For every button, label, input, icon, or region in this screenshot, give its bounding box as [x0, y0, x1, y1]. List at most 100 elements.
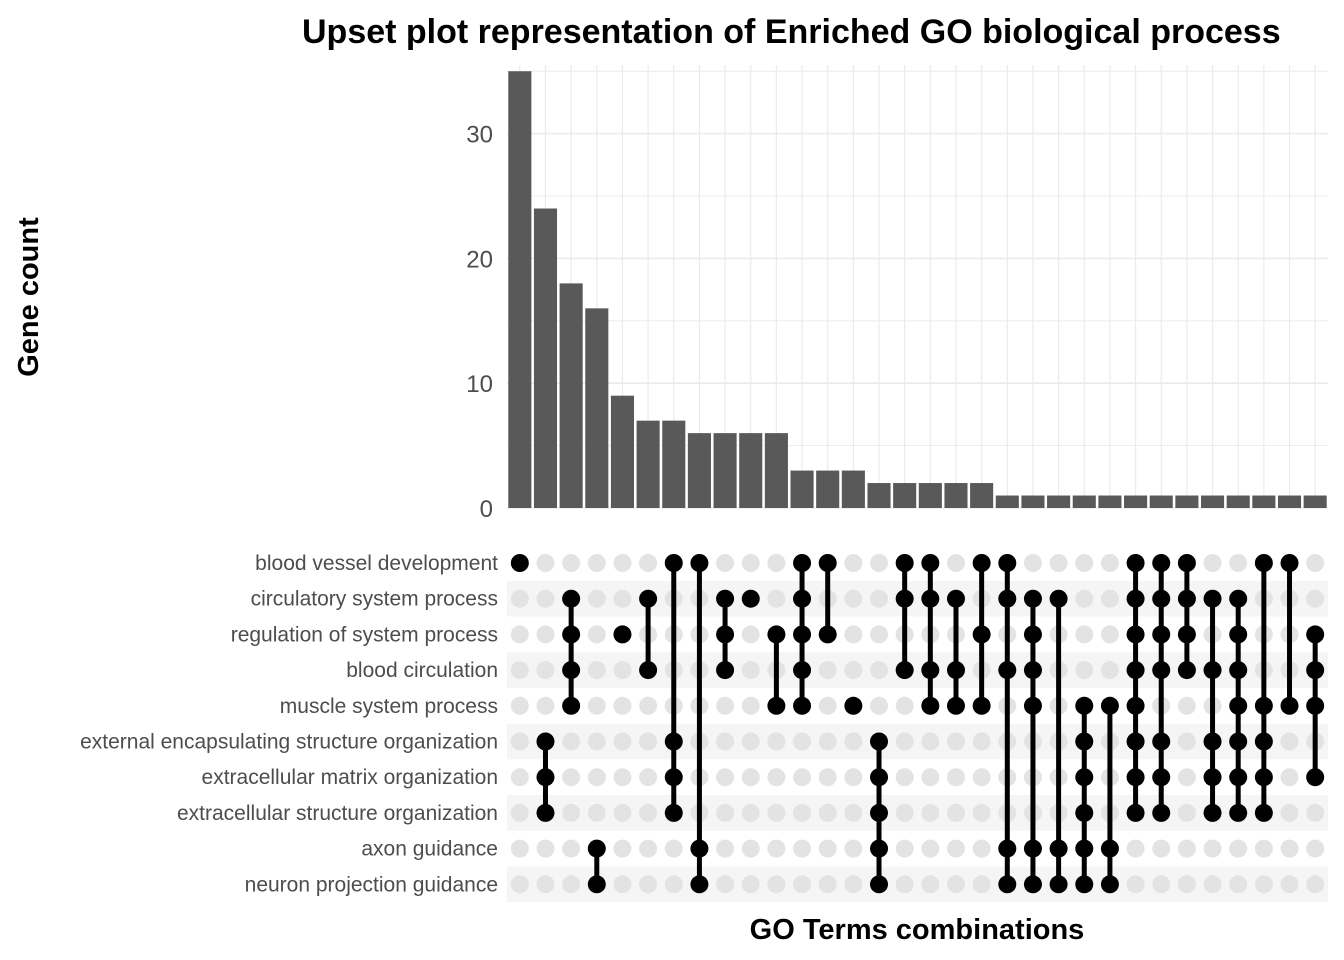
- matrix-dot-filled: [1306, 625, 1325, 644]
- matrix-dot-empty: [562, 803, 581, 822]
- matrix-dot-empty: [1177, 732, 1196, 751]
- matrix-dot-filled: [1126, 732, 1145, 751]
- matrix-dot-filled: [870, 839, 889, 858]
- matrix-dot-empty: [510, 839, 529, 858]
- matrix-dot-empty: [767, 875, 786, 894]
- set-label: muscle system process: [280, 695, 498, 718]
- matrix-dot-empty: [1306, 875, 1325, 894]
- matrix-dot-filled: [1023, 696, 1042, 715]
- matrix-dot-empty: [895, 768, 914, 787]
- matrix-dot-filled: [562, 696, 581, 715]
- matrix-dot-filled: [1023, 661, 1042, 680]
- matrix-dot-filled: [1023, 625, 1042, 644]
- matrix-dot-empty: [844, 875, 863, 894]
- set-label: extracellular matrix organization: [202, 766, 498, 789]
- matrix-dot-filled: [1049, 589, 1068, 608]
- matrix-dot-empty: [587, 732, 606, 751]
- matrix-dot-empty: [741, 803, 760, 822]
- matrix-dot-filled: [587, 839, 606, 858]
- combination-matrix: [510, 554, 1325, 894]
- matrix-dot-empty: [639, 803, 658, 822]
- matrix-dot-empty: [664, 839, 683, 858]
- bar: [1124, 495, 1148, 508]
- set-label: external encapsulating structure organiz…: [80, 731, 498, 754]
- matrix-dot-empty: [1306, 803, 1325, 822]
- matrix-dot-empty: [1306, 554, 1325, 572]
- bar: [970, 483, 994, 508]
- matrix-dot-empty: [818, 839, 837, 858]
- matrix-dot-filled: [1254, 732, 1273, 751]
- bar: [1252, 495, 1276, 508]
- matrix-dot-empty: [741, 625, 760, 644]
- matrix-dot-filled: [1203, 589, 1222, 608]
- matrix-dot-empty: [1126, 875, 1145, 894]
- matrix-dot-filled: [921, 589, 940, 608]
- bar: [841, 470, 865, 508]
- matrix-dot-empty: [895, 803, 914, 822]
- matrix-dot-empty: [1254, 839, 1273, 858]
- matrix-dot-filled: [562, 625, 581, 644]
- matrix-dot-filled: [793, 554, 812, 572]
- matrix-dot-empty: [793, 803, 812, 822]
- y-tick-label: 20: [466, 246, 493, 273]
- matrix-dot-filled: [664, 768, 683, 787]
- matrix-dot-filled: [921, 554, 940, 572]
- matrix-dot-empty: [895, 839, 914, 858]
- matrix-dot-empty: [972, 768, 991, 787]
- matrix-dot-filled: [972, 696, 991, 715]
- matrix-dot-filled: [664, 732, 683, 751]
- matrix-dot-empty: [1280, 803, 1299, 822]
- matrix-dot-empty: [767, 803, 786, 822]
- matrix-dot-filled: [1075, 875, 1094, 894]
- matrix-dot-filled: [690, 875, 709, 894]
- matrix-dot-filled: [1203, 661, 1222, 680]
- bar: [1226, 495, 1250, 508]
- matrix-dot-empty: [587, 554, 606, 572]
- bar: [585, 308, 609, 508]
- matrix-dot-empty: [1100, 625, 1119, 644]
- bar: [944, 483, 968, 508]
- matrix-dot-empty: [1075, 661, 1094, 680]
- matrix-dot-filled: [1152, 554, 1171, 572]
- matrix-dot-filled: [1229, 732, 1248, 751]
- matrix-dot-filled: [1023, 875, 1042, 894]
- matrix-dot-empty: [510, 696, 529, 715]
- matrix-dot-filled: [1049, 839, 1068, 858]
- matrix-dot-empty: [844, 803, 863, 822]
- matrix-dot-empty: [562, 875, 581, 894]
- matrix-dot-empty: [716, 732, 735, 751]
- matrix-dot-empty: [1177, 803, 1196, 822]
- bar: [559, 283, 583, 508]
- matrix-dot-empty: [921, 732, 940, 751]
- matrix-dot-filled: [1152, 803, 1171, 822]
- matrix-dot-empty: [587, 661, 606, 680]
- bar: [713, 433, 737, 508]
- matrix-dot-filled: [998, 839, 1017, 858]
- matrix-dot-empty: [562, 768, 581, 787]
- matrix-dot-filled: [870, 768, 889, 787]
- matrix-dot-empty: [818, 696, 837, 715]
- matrix-dot-empty: [946, 803, 965, 822]
- matrix-dot-filled: [1177, 589, 1196, 608]
- matrix-dot-empty: [972, 875, 991, 894]
- matrix-dot-empty: [895, 696, 914, 715]
- matrix-dot-empty: [1049, 554, 1068, 572]
- bar: [816, 470, 840, 508]
- matrix-dot-filled: [895, 554, 914, 572]
- matrix-dot-empty: [1229, 554, 1248, 572]
- matrix-dot-empty: [921, 768, 940, 787]
- matrix-dot-filled: [1254, 768, 1273, 787]
- matrix-dot-filled: [1229, 768, 1248, 787]
- matrix-dot-empty: [536, 875, 555, 894]
- matrix-dot-filled: [1075, 803, 1094, 822]
- y-tick-label: 30: [466, 122, 493, 149]
- chart-title: Upset plot representation of Enriched GO…: [302, 13, 1281, 51]
- matrix-dot-filled: [613, 625, 632, 644]
- y-tick-label: 0: [480, 496, 493, 523]
- matrix-dot-filled: [536, 768, 555, 787]
- matrix-dot-empty: [1280, 768, 1299, 787]
- bar: [764, 433, 788, 508]
- y-axis-title: Gene count: [13, 217, 45, 377]
- matrix-dot-filled: [1152, 589, 1171, 608]
